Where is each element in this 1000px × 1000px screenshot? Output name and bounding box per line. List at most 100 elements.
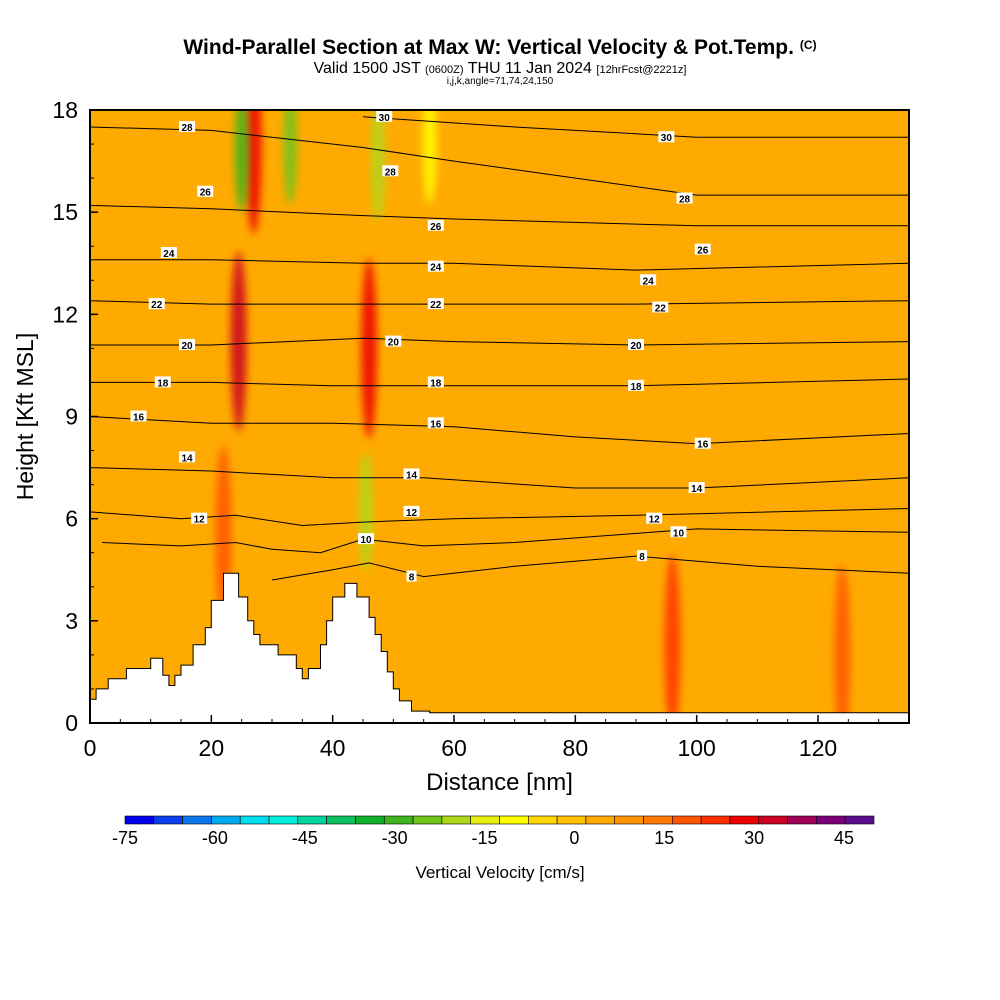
theta-contour-8 xyxy=(271,555,909,581)
y-axis-label: Height [Kft MSL] xyxy=(12,333,38,500)
theta-contour-labels: 28 26 24 22 20 18 16 14 12 30 28 26 24 22 20 18 16 14 12 10… xyxy=(130,110,711,584)
x-axis-label: Distance [nm] xyxy=(426,769,573,796)
theta-label: 28 xyxy=(182,123,194,134)
colorbar-box xyxy=(239,815,270,825)
updraft-cell-3 xyxy=(664,554,681,723)
theta-label-bg xyxy=(130,410,147,422)
colorbar-tick-label: -45 xyxy=(292,828,318,848)
downdraft-cell-9 xyxy=(359,451,374,572)
theta-label-bg xyxy=(640,274,657,286)
colorbar-box xyxy=(355,815,385,825)
section-parameters: i,j,k,angle=71,74,24,150 xyxy=(446,76,554,87)
theta-contour-22 xyxy=(90,300,909,305)
theta-label-bg xyxy=(694,243,711,255)
colorbar-box xyxy=(758,815,788,825)
colorbar-box xyxy=(787,815,817,825)
theta-label: 8 xyxy=(409,573,415,584)
y-tick-label: 0 xyxy=(65,710,78,736)
colorbar-box xyxy=(153,815,183,825)
theta-label-bg xyxy=(427,298,444,310)
colorbar-ticks: -75 -60 -45 -30 -15 0 15 30 45 xyxy=(112,828,854,848)
theta-label-bg xyxy=(179,121,196,133)
cross-section-plot: 2826242220181614123028262422201816141210… xyxy=(12,97,910,796)
colorbar-box xyxy=(499,815,529,825)
theta-label: 20 xyxy=(630,341,642,352)
theta-label: 24 xyxy=(430,263,442,274)
theta-label-bg xyxy=(376,110,393,122)
theta-label: 20 xyxy=(182,341,194,352)
downdraft-cell-8 xyxy=(371,110,386,222)
colorbar-box xyxy=(441,815,471,825)
colorbar-tick-label: -30 xyxy=(382,828,408,848)
colorbar-box xyxy=(816,815,846,825)
theta-contour-24 xyxy=(90,259,909,271)
theta-label-bg xyxy=(148,298,165,310)
theta-label: 30 xyxy=(379,113,391,124)
valid-time: Valid 1500 JST xyxy=(313,60,421,77)
theta-label: 24 xyxy=(643,276,655,287)
theta-label: 8 xyxy=(639,552,645,563)
y-tick-label: 12 xyxy=(52,301,78,327)
theta-label: 26 xyxy=(697,246,709,257)
theta-label-bg xyxy=(676,192,693,204)
theta-label-bg xyxy=(427,260,444,272)
updraft-cell-1 xyxy=(245,110,262,235)
y-tick-label: 18 xyxy=(52,97,78,123)
chart-subtitle: Valid 1500 JST (0600Z) THU 11 Jan 2024 [… xyxy=(0,60,1000,78)
updraft-cell-0 xyxy=(230,251,247,432)
x-tick-label: 20 xyxy=(199,735,225,761)
updraft-cell-5 xyxy=(834,564,851,723)
valid-utc: (0600Z) xyxy=(425,64,464,76)
colorbar-box xyxy=(528,815,558,825)
chart-title-text: Wind-Parallel Section at Max W: Vertical… xyxy=(183,36,794,59)
colorbar-box xyxy=(182,815,212,825)
x-tick-label: 0 xyxy=(84,735,97,761)
x-tick-label: 40 xyxy=(320,735,346,761)
colorbar-tick-label: 45 xyxy=(834,828,854,848)
theta-label: 24 xyxy=(163,249,175,260)
theta-label: 10 xyxy=(360,535,372,546)
colorbar-box xyxy=(297,815,327,825)
theta-label: 12 xyxy=(649,515,661,526)
colorbar-box xyxy=(844,815,875,825)
colorbar-tick-label: 15 xyxy=(654,828,674,848)
theta-label: 14 xyxy=(182,453,194,464)
theta-label-bg xyxy=(694,437,711,449)
colorbar-box xyxy=(268,815,299,825)
theta-label: 14 xyxy=(691,484,703,495)
theta-label-bg xyxy=(427,376,444,388)
colorbar-tick-label: -75 xyxy=(112,828,138,848)
theta-label: 20 xyxy=(388,338,400,349)
theta-label: 16 xyxy=(133,413,145,424)
valid-date: THU 11 Jan 2024 xyxy=(467,60,592,77)
theta-label-bg xyxy=(658,131,675,143)
theta-label-bg xyxy=(406,570,417,582)
downdraft-cell-6 xyxy=(234,110,249,211)
theta-label: 10 xyxy=(673,528,685,539)
theta-contour-18 xyxy=(90,378,909,387)
colorbar-box xyxy=(585,815,616,825)
forecast-info: [12hrFcst@2221z] xyxy=(596,64,687,76)
theta-label-bg xyxy=(427,417,444,429)
theta-label-bg xyxy=(179,451,196,463)
theta-label: 18 xyxy=(630,382,642,393)
theta-label-bg xyxy=(646,512,663,524)
colorbar-box xyxy=(124,815,155,825)
plot-area: 28 26 24 22 20 18 16 14 12 30 28 26 24 22 20 18 16 14 12 10… xyxy=(90,110,909,723)
theta-label: 14 xyxy=(406,470,418,481)
theta-label: 12 xyxy=(194,515,206,526)
theta-label: 22 xyxy=(430,300,442,311)
terrain xyxy=(90,572,909,723)
colorbar-box xyxy=(700,815,731,825)
colorbar-box xyxy=(556,815,587,825)
theta-label-bg xyxy=(403,468,420,480)
theta-label-bg xyxy=(382,165,399,177)
theta-label-bg xyxy=(197,185,214,197)
theta-label-bg xyxy=(154,376,171,388)
y-tick-label: 15 xyxy=(52,199,78,225)
x-tick-label: 100 xyxy=(677,735,715,761)
theta-label: 18 xyxy=(430,378,442,389)
theta-label: 16 xyxy=(430,419,442,430)
x-tick-label: 120 xyxy=(799,735,837,761)
axes: 0 20 40 60 80 100 120 0 3 6 9 12 15 18 Distance [nm] He… xyxy=(12,97,880,796)
